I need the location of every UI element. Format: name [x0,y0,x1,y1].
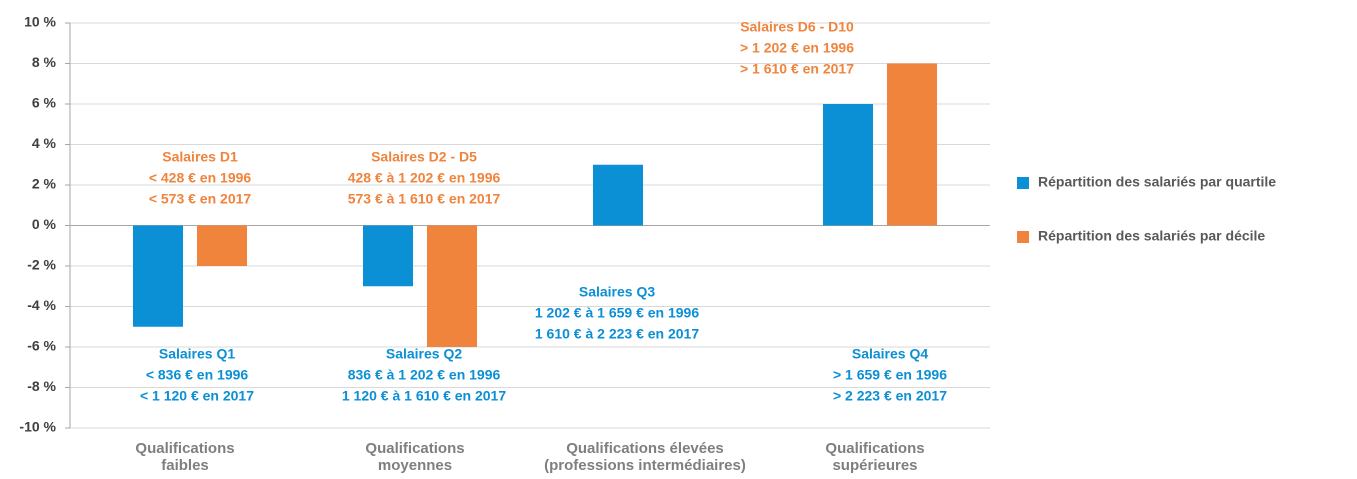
annotation: < 428 € en 1996 [149,170,252,186]
annotation: 1 120 € à 1 610 € en 2017 [342,388,506,404]
y-tick-label: -10 % [19,419,56,435]
bar [197,225,247,266]
annotation: > 1 610 € en 2017 [740,61,854,77]
bar [823,104,873,226]
annotation: < 836 € en 1996 [146,367,249,383]
annotation: < 1 120 € en 2017 [140,388,254,404]
y-tick-label: -6 % [27,338,56,354]
bar [593,164,643,226]
bar [363,225,413,287]
legend-swatch [1017,231,1029,243]
annotation: 1 610 € à 2 223 € en 2017 [535,326,699,342]
annotation: 428 € à 1 202 € en 1996 [348,170,501,186]
x-tick-label: Qualifications supérieures [825,440,925,474]
x-tick-label: Qualifications élevées (professions inte… [544,440,746,474]
annotation: > 2 223 € en 2017 [833,388,947,404]
annotation: 1 202 € à 1 659 € en 1996 [535,305,699,321]
annotation: < 573 € en 2017 [149,191,252,207]
y-tick-label: -2 % [27,257,56,273]
y-tick-label: 2 % [32,176,57,192]
legend-swatch [1017,177,1029,189]
bar [427,225,477,347]
y-tick-label: 10 % [24,14,56,30]
annotation: Salaires D2 - D5 [371,149,477,165]
annotation: 836 € à 1 202 € en 1996 [348,367,501,383]
annotation: 573 € à 1 610 € en 2017 [348,191,501,207]
y-tick-label: 4 % [32,135,57,151]
annotation: Salaires Q4 [852,346,928,362]
y-tick-label: 6 % [32,95,57,111]
legend-label: Répartition des salariés par décile [1038,228,1265,244]
legend-label: Répartition des salariés par quartile [1038,174,1276,190]
annotation: Salaires Q1 [159,346,235,362]
x-tick-label: Qualifications moyennes [365,440,465,474]
bar [887,63,937,226]
bar [133,225,183,327]
annotation: Salaires Q2 [386,346,462,362]
annotation: Salaires D1 [162,149,238,165]
y-tick-label: 8 % [32,54,57,70]
annotation: Salaires Q3 [579,284,655,300]
y-tick-label: -4 % [27,297,56,313]
annotation: > 1 659 € en 1996 [833,367,947,383]
y-tick-label: 0 % [32,216,57,232]
annotation: Salaires D6 - D10 [740,19,854,35]
y-tick-label: -8 % [27,378,56,394]
annotation: > 1 202 € en 1996 [740,40,854,56]
x-tick-label: Qualifications faibles [135,440,235,474]
